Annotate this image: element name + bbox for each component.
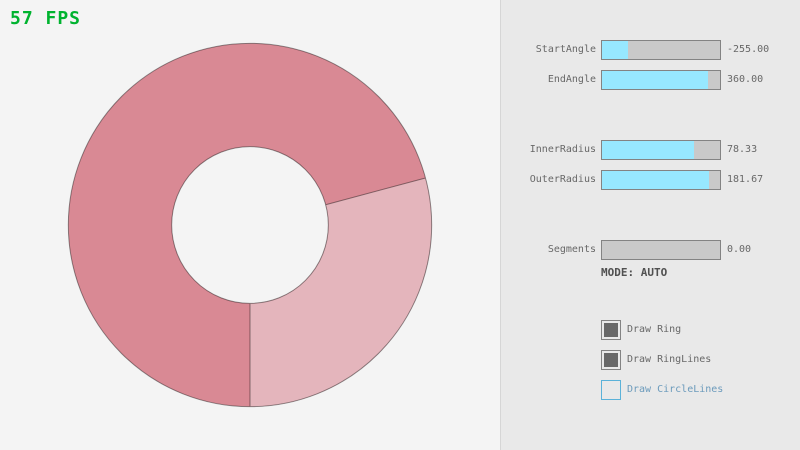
slider-innerradius-label: InnerRadius xyxy=(529,144,596,155)
draw-ringlines-label: Draw RingLines xyxy=(627,354,712,365)
fps-counter: 57 FPS xyxy=(10,8,82,29)
checkbox-row-draw-circlelines: Draw CircleLines xyxy=(501,380,800,400)
checkbox-row-draw-ring: Draw Ring xyxy=(501,320,800,340)
draw-ring-checkbox[interactable] xyxy=(601,320,621,340)
slider-innerradius-value: 78.33 xyxy=(727,144,758,155)
slider-outerradius-fill xyxy=(602,171,710,189)
slider-row-innerradius: InnerRadius 78.33 xyxy=(501,140,800,160)
slider-startangle-fill xyxy=(602,41,628,59)
ring-lines xyxy=(67,42,433,408)
segments-mode-label: MODE: AUTO xyxy=(601,266,668,279)
checkmark-square xyxy=(604,323,618,337)
slider-segments-label: Segments xyxy=(547,244,596,255)
draw-circlelines-label: Draw CircleLines xyxy=(627,384,724,395)
ring-base-sector xyxy=(250,177,432,407)
slider-startangle-value: -255.00 xyxy=(727,44,770,55)
slider-outerradius-label: OuterRadius xyxy=(529,174,596,185)
slider-row-outerradius: OuterRadius 181.67 xyxy=(501,170,800,190)
slider-endangle-fill xyxy=(602,71,709,89)
slider-segments-value: 0.00 xyxy=(727,244,752,255)
slider-outerradius-value: 181.67 xyxy=(727,174,764,185)
slider-row-startangle: StartAngle -255.00 xyxy=(501,40,800,60)
slider-endangle-bar[interactable] xyxy=(601,70,721,90)
slider-startangle-label: StartAngle xyxy=(535,44,596,55)
slider-outerradius-bar[interactable] xyxy=(601,170,721,190)
slider-innerradius-fill xyxy=(602,141,695,159)
slider-row-segments: Segments 0.00 xyxy=(501,240,800,260)
checkbox-row-draw-ringlines: Draw RingLines xyxy=(501,350,800,370)
slider-row-endangle: EndAngle 360.00 xyxy=(501,70,800,90)
draw-ring-label: Draw Ring xyxy=(627,324,682,335)
draw-ringlines-checkbox[interactable] xyxy=(601,350,621,370)
checkmark-square xyxy=(604,353,618,367)
draw-circlelines-checkbox[interactable] xyxy=(601,380,621,400)
slider-endangle-value: 360.00 xyxy=(727,74,764,85)
slider-endangle-label: EndAngle xyxy=(547,74,596,85)
slider-innerradius-bar[interactable] xyxy=(601,140,721,160)
slider-segments-bar[interactable] xyxy=(601,240,721,260)
slider-startangle-bar[interactable] xyxy=(601,40,721,60)
control-panel: StartAngle -255.00 EndAngle 360.00 Inner… xyxy=(500,0,800,450)
